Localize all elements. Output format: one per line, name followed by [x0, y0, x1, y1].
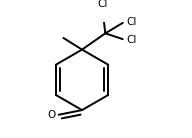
Text: Cl: Cl: [126, 35, 137, 45]
Text: O: O: [47, 110, 55, 120]
Text: Cl: Cl: [98, 0, 108, 9]
Text: Cl: Cl: [126, 17, 137, 27]
